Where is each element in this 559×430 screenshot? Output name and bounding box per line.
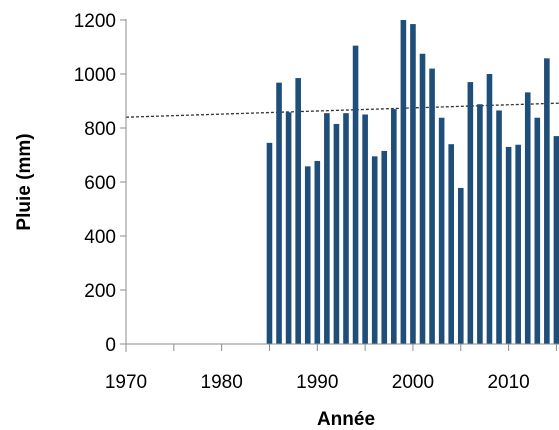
y-tick-label-200: 200 bbox=[84, 281, 116, 302]
bar-2004 bbox=[448, 144, 455, 344]
bar-1990 bbox=[314, 160, 321, 344]
y-tick-label-800: 800 bbox=[84, 119, 116, 140]
bar-2007 bbox=[477, 104, 483, 345]
bar-2014 bbox=[544, 58, 550, 345]
bar-2003 bbox=[438, 117, 445, 345]
bar-2011 bbox=[515, 144, 521, 344]
bar-1989 bbox=[304, 166, 311, 344]
bar-2009 bbox=[496, 110, 502, 344]
bar-2002 bbox=[429, 68, 435, 344]
bar-1997 bbox=[381, 150, 388, 344]
bar-1994 bbox=[352, 45, 359, 345]
bar-1992 bbox=[333, 123, 340, 344]
bar-1987 bbox=[285, 112, 292, 344]
bar-2008 bbox=[486, 74, 493, 344]
x-tick-label-1980: 1980 bbox=[201, 372, 243, 393]
bar-1991 bbox=[324, 113, 330, 345]
bar-1996 bbox=[371, 156, 378, 344]
bar-2005 bbox=[457, 187, 464, 344]
bar-2013 bbox=[534, 117, 541, 345]
x-tick-label-2010: 2010 bbox=[487, 372, 529, 393]
bar-2001 bbox=[419, 53, 426, 344]
bar-2015 bbox=[553, 136, 559, 344]
y-tick-label-1000: 1000 bbox=[74, 65, 116, 86]
axes-layer: 0 200 400 600 800 1000 1200 1970 1980 1990 2000 201… bbox=[74, 11, 559, 393]
bar-1986 bbox=[276, 82, 282, 344]
bar-1993 bbox=[343, 113, 349, 345]
x-tick-label-1990: 1990 bbox=[296, 372, 338, 393]
bar-1985 bbox=[266, 142, 273, 344]
bar-1988 bbox=[295, 78, 301, 345]
bar-1995 bbox=[362, 114, 368, 344]
trendline bbox=[125, 102, 559, 118]
y-tick-label-1200: 1200 bbox=[74, 11, 116, 32]
x-tick-label-1970: 1970 bbox=[105, 372, 147, 393]
trendline-layer bbox=[125, 102, 559, 118]
bar-2000 bbox=[410, 24, 416, 345]
bars-layer bbox=[266, 20, 559, 345]
y-axis-title: Pluie (mm) bbox=[14, 133, 35, 230]
y-tick-label-0: 0 bbox=[105, 335, 116, 356]
x-tick-label-2000: 2000 bbox=[392, 372, 434, 393]
bar-2010 bbox=[505, 146, 512, 344]
bar-2012 bbox=[524, 92, 531, 344]
x-axis-title: Année bbox=[317, 409, 375, 430]
bar-1998 bbox=[391, 109, 397, 344]
y-tick-label-400: 400 bbox=[84, 227, 116, 248]
bar-1999 bbox=[400, 20, 407, 344]
y-tick-label-600: 600 bbox=[84, 173, 116, 194]
bar-2006 bbox=[467, 82, 474, 344]
